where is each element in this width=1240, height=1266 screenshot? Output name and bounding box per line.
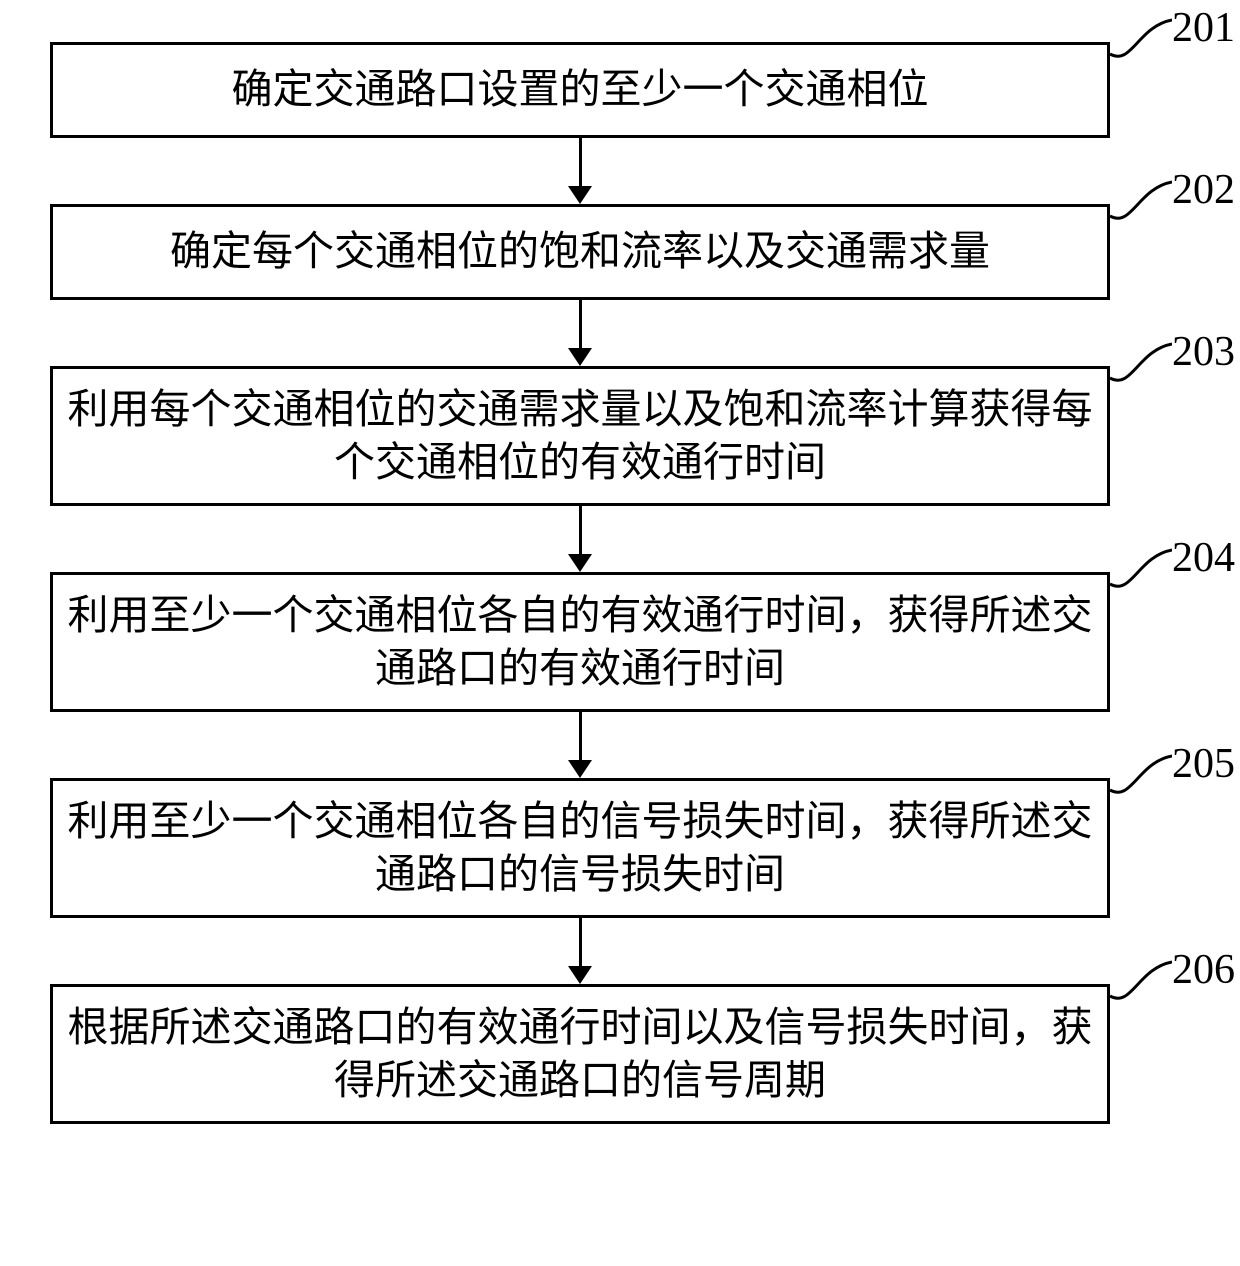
step-box-202: 确定每个交通相位的饱和流率以及交通需求量 (50, 204, 1110, 300)
arrow-down (568, 138, 592, 204)
arrow-down (568, 712, 592, 778)
step-box-204: 利用至少一个交通相位各自的有效通行时间，获得所述交通路口的有效通行时间 (50, 572, 1110, 712)
step-box-201: 确定交通路口设置的至少一个交通相位 (50, 42, 1110, 138)
step-text: 确定每个交通相位的饱和流率以及交通需求量 (170, 225, 990, 278)
arrow-down (568, 506, 592, 572)
step-text: 确定交通路口设置的至少一个交通相位 (232, 63, 929, 116)
arrow-line (579, 712, 582, 760)
arrow-down (568, 918, 592, 984)
arrow-head-icon (568, 554, 592, 572)
step-text: 利用至少一个交通相位各自的信号损失时间，获得所述交通路口的信号损失时间 (63, 795, 1097, 902)
step-label-202: 202 (1172, 166, 1235, 214)
arrow-head-icon (568, 760, 592, 778)
step-box-205: 利用至少一个交通相位各自的信号损失时间，获得所述交通路口的信号损失时间 (50, 778, 1110, 918)
arrow-head-icon (568, 186, 592, 204)
step-label-204: 204 (1172, 534, 1235, 582)
step-label-205: 205 (1172, 740, 1235, 788)
step-box-206: 根据所述交通路口的有效通行时间以及信号损失时间，获得所述交通路口的信号周期 (50, 984, 1110, 1124)
connector-curve (1110, 548, 1172, 590)
arrow-line (579, 918, 582, 966)
connector-curve (1110, 18, 1172, 60)
connector-curve (1110, 960, 1172, 1002)
step-label-201: 201 (1172, 4, 1235, 52)
arrow-line (579, 138, 582, 186)
connector-curve (1110, 342, 1172, 384)
arrow-line (579, 300, 582, 348)
step-label-206: 206 (1172, 946, 1235, 994)
arrow-down (568, 300, 592, 366)
step-label-203: 203 (1172, 328, 1235, 376)
connector-curve (1110, 754, 1172, 796)
arrow-head-icon (568, 348, 592, 366)
step-text: 利用每个交通相位的交通需求量以及饱和流率计算获得每个交通相位的有效通行时间 (63, 383, 1097, 490)
step-text: 根据所述交通路口的有效通行时间以及信号损失时间，获得所述交通路口的信号周期 (63, 1001, 1097, 1108)
step-text: 利用至少一个交通相位各自的有效通行时间，获得所述交通路口的有效通行时间 (63, 589, 1097, 696)
flowchart-container: 确定交通路口设置的至少一个交通相位确定每个交通相位的饱和流率以及交通需求量利用每… (50, 42, 1110, 1124)
step-box-203: 利用每个交通相位的交通需求量以及饱和流率计算获得每个交通相位的有效通行时间 (50, 366, 1110, 506)
connector-curve (1110, 180, 1172, 222)
arrow-head-icon (568, 966, 592, 984)
arrow-line (579, 506, 582, 554)
